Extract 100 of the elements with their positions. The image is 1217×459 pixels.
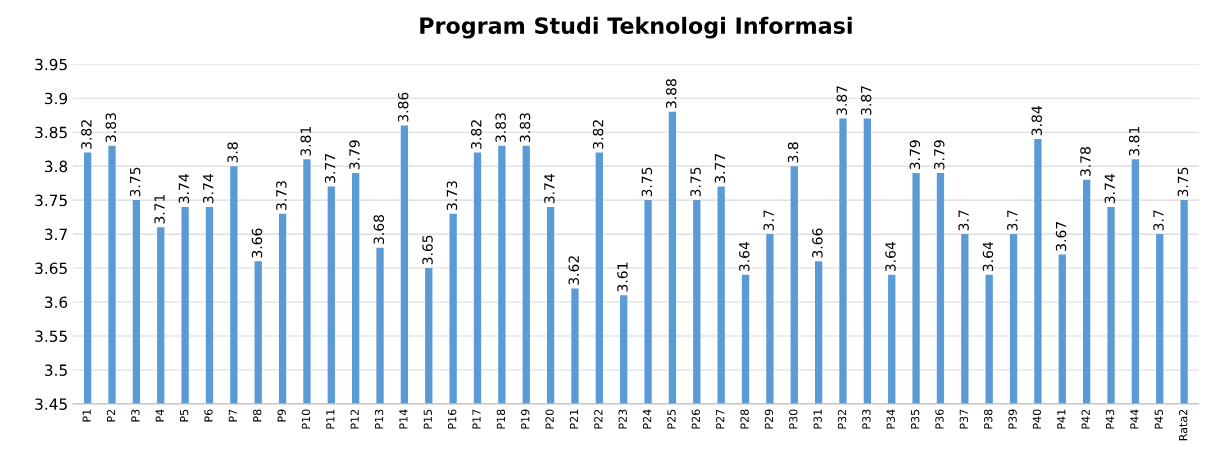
x-tick-label: P30 xyxy=(789,409,798,429)
data-label: 3.67 xyxy=(1055,222,1067,251)
x-tick-label: P40 xyxy=(1032,409,1042,429)
x-tick-label: P14 xyxy=(399,409,408,429)
x-tick-label: P7 xyxy=(228,409,237,422)
y-tick-label: 3.45 xyxy=(35,398,67,410)
data-label: 3.7 xyxy=(958,210,969,231)
data-label: 3.74 xyxy=(1104,174,1116,204)
data-label: 3.84 xyxy=(1031,106,1042,136)
data-label: 3.75 xyxy=(129,167,141,197)
x-tick-label: P24 xyxy=(642,409,652,429)
x-tick-label: P10 xyxy=(301,409,311,429)
x-tick-label: P38 xyxy=(984,409,993,429)
data-label: 3.79 xyxy=(933,140,945,170)
y-tick-label: 3.7 xyxy=(45,228,67,241)
data-label: 3.66 xyxy=(251,228,263,258)
x-tick-label: P22 xyxy=(594,409,603,429)
x-tick-label: P29 xyxy=(764,409,774,429)
data-label: 3.77 xyxy=(714,154,726,183)
data-label: 3.65 xyxy=(422,235,433,265)
x-tick-label: P31 xyxy=(813,409,822,429)
x-tick-label: P1 xyxy=(82,409,91,422)
y-tick-label: 3.5 xyxy=(45,364,67,376)
data-label: 3.7 xyxy=(763,210,774,231)
data-label: 3.86 xyxy=(397,92,409,122)
x-tick-label: P43 xyxy=(1105,409,1115,429)
data-label: 3.79 xyxy=(909,140,921,170)
data-label: 3.87 xyxy=(836,86,848,115)
data-label: 3.82 xyxy=(81,120,92,149)
data-label: 3.75 xyxy=(641,167,653,197)
y-tick-label: 3.85 xyxy=(35,126,67,139)
data-label: 3.78 xyxy=(1080,147,1091,176)
x-tick-label: P15 xyxy=(423,409,432,429)
x-tick-label: P41 xyxy=(1057,409,1066,429)
data-label: 3.68 xyxy=(373,214,385,244)
x-tick-label: P19 xyxy=(521,409,530,429)
data-label: 3.88 xyxy=(665,79,677,109)
x-tick-label: P33 xyxy=(862,409,871,429)
data-label: 3.82 xyxy=(592,120,604,149)
x-tick-label: P5 xyxy=(180,409,189,422)
x-tick-label: P25 xyxy=(667,409,676,429)
chart-title: Program Studi Teknologi Informasi xyxy=(420,16,852,39)
data-label: 3.87 xyxy=(860,86,872,115)
x-tick-label: P16 xyxy=(447,409,457,429)
y-tick-label: 3.9 xyxy=(45,92,68,105)
data-label: 3.74 xyxy=(203,174,214,204)
data-label: 3.7 xyxy=(1007,210,1018,231)
data-label: 3.74 xyxy=(544,174,555,204)
x-tick-label: P9 xyxy=(277,409,286,422)
data-label: 3.64 xyxy=(739,241,750,272)
data-label: 3.71 xyxy=(154,194,165,224)
data-label: 3.64 xyxy=(982,241,994,272)
data-label: 3.81 xyxy=(300,127,311,156)
x-tick-label: P11 xyxy=(326,409,335,429)
data-label: 3.73 xyxy=(276,181,287,210)
y-tick-label: 3.6 xyxy=(45,296,68,309)
y-tick-label: 3.95 xyxy=(35,58,67,71)
x-tick-label: P23 xyxy=(618,409,627,429)
data-label: 3.64 xyxy=(885,241,896,272)
data-label: 3.74 xyxy=(178,174,190,204)
data-label: 3.62 xyxy=(568,256,579,285)
data-label: 3.66 xyxy=(812,228,823,258)
x-tick-label: P6 xyxy=(204,409,213,422)
data-label: 3.7 xyxy=(1153,210,1164,231)
x-tick-label: P8 xyxy=(253,409,262,422)
y-tick-label: 3.75 xyxy=(35,194,67,207)
data-label: 3.8 xyxy=(227,142,238,163)
x-tick-label: P13 xyxy=(374,409,384,429)
data-label: 3.61 xyxy=(617,262,628,292)
x-tick-label: P3 xyxy=(131,409,140,422)
x-tick-label: P34 xyxy=(886,409,895,429)
data-label: 3.73 xyxy=(446,181,458,210)
x-tick-label: P4 xyxy=(155,409,164,422)
x-tick-label: P2 xyxy=(106,409,116,422)
data-label: 3.83 xyxy=(105,113,117,142)
data-label: 3.75 xyxy=(1177,167,1189,197)
x-tick-label: P35 xyxy=(910,409,920,429)
x-tick-label: P44 xyxy=(1130,409,1139,429)
data-label: 3.8 xyxy=(787,142,799,163)
y-tick-label: 3.8 xyxy=(45,160,68,173)
x-tick-label: P28 xyxy=(740,409,749,429)
data-label: 3.83 xyxy=(495,113,506,142)
x-tick-label: P36 xyxy=(935,409,944,429)
x-tick-label: P26 xyxy=(691,409,701,429)
x-tick-label: P27 xyxy=(715,409,725,429)
data-label: 3.83 xyxy=(519,113,531,142)
x-tick-label: P39 xyxy=(1008,409,1017,429)
data-label: 3.75 xyxy=(690,167,701,197)
x-tick-label: P37 xyxy=(959,409,969,429)
y-tick-label: 3.55 xyxy=(35,330,67,343)
x-tick-label: P20 xyxy=(545,409,554,429)
x-tick-label: P45 xyxy=(1154,409,1163,429)
x-tick-label: P42 xyxy=(1081,409,1090,429)
x-tick-label: P21 xyxy=(569,409,579,429)
x-tick-label: P17 xyxy=(472,409,481,429)
x-tick-label: P32 xyxy=(837,409,847,429)
data-label: 3.77 xyxy=(324,154,336,183)
y-tick-label: 3.65 xyxy=(35,262,67,275)
x-tick-label: P12 xyxy=(350,409,359,429)
x-tick-label: Rata2 xyxy=(1178,409,1188,441)
